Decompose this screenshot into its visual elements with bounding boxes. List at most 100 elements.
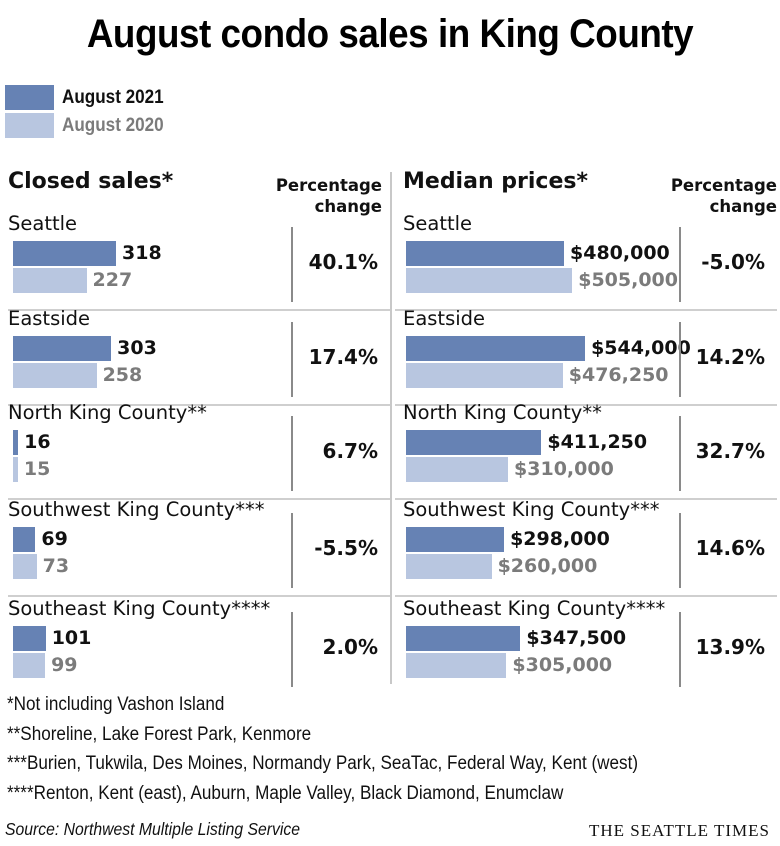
value-label-2021: 16	[24, 431, 51, 453]
bar-2021	[13, 527, 36, 552]
bar-2021	[13, 241, 116, 266]
bar-2020	[13, 268, 87, 293]
closed-sales-pct-header: Percentage change	[276, 175, 382, 217]
pct-separator	[679, 612, 681, 687]
footnotes: *Not including Vashon Island **Shoreline…	[7, 690, 638, 808]
pct-header-line2: change	[314, 197, 382, 216]
value-label-2021: 69	[41, 528, 68, 550]
region-label: Southwest King County***	[8, 498, 265, 521]
region-label: Southeast King County****	[403, 597, 666, 620]
pct-separator	[679, 322, 681, 397]
pct-separator	[291, 322, 293, 397]
row-divider	[395, 498, 777, 500]
row-eastside: Eastside $544,000 $476,250 14.2%	[395, 307, 780, 406]
row-divider	[395, 404, 777, 406]
percentage-change: 6.7%	[322, 439, 378, 463]
value-label-2021: 303	[117, 337, 157, 359]
region-label: North King County**	[8, 401, 207, 424]
row-eastside: Eastside 303 258 17.4%	[0, 307, 390, 406]
value-label-2020: 258	[102, 364, 143, 386]
bar-2021	[406, 626, 521, 651]
value-label-2020: 73	[42, 555, 70, 577]
legend-swatch-2021	[5, 85, 54, 110]
bar-2021	[13, 626, 46, 651]
percentage-change: 40.1%	[308, 250, 378, 274]
row-seattle: Seattle 318 227 40.1%	[0, 212, 390, 311]
closed-sales-title: Closed sales*	[8, 169, 174, 194]
row-north-king-county: North King County** 16 15 6.7%	[0, 401, 390, 500]
value-label-2020: 99	[51, 654, 78, 676]
pct-header-line2: change	[709, 197, 777, 216]
pct-separator	[291, 513, 293, 588]
row-divider	[395, 595, 777, 597]
row-southwest-king-county: Southwest King County*** $298,000 $260,000…	[395, 498, 780, 597]
row-divider	[8, 404, 390, 406]
percentage-change: -5.0%	[701, 250, 765, 274]
value-label-2021: $480,000	[570, 242, 670, 264]
bar-2021	[406, 241, 564, 266]
median-prices-title: Median prices*	[403, 169, 588, 194]
bar-2021	[13, 336, 112, 361]
pct-header-line1: Percentage	[670, 176, 777, 195]
percentage-change: 2.0%	[322, 635, 378, 659]
row-southeast-king-county: Southeast King County**** 101 99 2.0%	[0, 597, 390, 694]
footnote-2: **Shoreline, Lake Forest Park, Kenmore	[7, 723, 312, 745]
value-label-2021: 318	[122, 242, 162, 264]
bar-2020	[406, 653, 507, 678]
value-label-2021: $298,000	[510, 528, 610, 550]
median-prices-pct-header: Percentage change	[671, 175, 777, 217]
bar-2020	[406, 457, 509, 482]
bar-2020	[13, 363, 97, 388]
pct-separator	[291, 227, 293, 302]
bar-2020	[406, 268, 573, 293]
bar-2021	[406, 430, 542, 455]
region-label: Seattle	[403, 212, 473, 235]
value-label-2020: 15	[23, 458, 51, 480]
value-label-2021: 101	[51, 627, 92, 649]
legend-item-2021: August 2021	[5, 85, 175, 110]
pct-separator	[291, 416, 293, 491]
median-prices-panel: Median prices* Percentage change Seattle…	[395, 165, 780, 687]
bar-2020	[406, 363, 563, 388]
footnote-3: ***Burien, Tukwila, Des Moines, Normandy…	[7, 753, 639, 774]
bar-2020	[13, 554, 37, 579]
bar-2020	[13, 457, 18, 482]
value-label-2020: $305,000	[512, 654, 613, 676]
closed-sales-panel: Closed sales* Percentage change Seattle 3…	[0, 165, 390, 687]
bar-2020	[406, 554, 492, 579]
region-label: Eastside	[8, 307, 91, 330]
percentage-change: -5.5%	[314, 536, 378, 560]
region-label: Southwest King County***	[403, 498, 660, 521]
source-credit: Source: Northwest Multiple Listing Servi…	[5, 819, 301, 839]
region-label: Eastside	[403, 307, 486, 330]
region-label: North King County**	[403, 401, 602, 424]
brand-logo: THE SEATTLE TIMES	[588, 821, 770, 840]
row-divider	[8, 498, 390, 500]
pct-separator	[291, 612, 293, 687]
chart-title: August condo sales in King County	[86, 12, 694, 56]
value-label-2021: $347,500	[526, 627, 627, 649]
percentage-change: 17.4%	[308, 345, 378, 369]
bar-2021	[406, 336, 586, 361]
percentage-change: 14.2%	[695, 345, 765, 369]
legend-item-2020: August 2020	[5, 113, 175, 138]
percentage-change: 14.6%	[695, 536, 765, 560]
value-label-2020: $476,250	[568, 364, 669, 386]
value-label-2020: $310,000	[514, 458, 614, 480]
pct-separator	[679, 227, 681, 302]
pct-separator	[679, 416, 681, 491]
pct-separator	[679, 513, 681, 588]
legend-swatch-2020	[5, 113, 54, 138]
value-label-2020: 227	[92, 269, 133, 291]
row-divider	[8, 309, 390, 311]
footnote-1: *Not including Vashon Island	[7, 694, 225, 715]
bar-2021	[13, 430, 19, 455]
value-label-2020: $260,000	[497, 555, 598, 577]
bar-2021	[406, 527, 505, 552]
row-southeast-king-county: Southeast King County**** $347,500 $305,00…	[395, 597, 780, 694]
value-label-2020: $505,000	[578, 269, 678, 291]
value-label-2021: $544,000	[591, 337, 691, 359]
row-seattle: Seattle $480,000 $505,000 -5.0%	[395, 212, 780, 311]
percentage-change: 13.9%	[695, 635, 765, 659]
pct-header-line1: Percentage	[275, 176, 382, 195]
